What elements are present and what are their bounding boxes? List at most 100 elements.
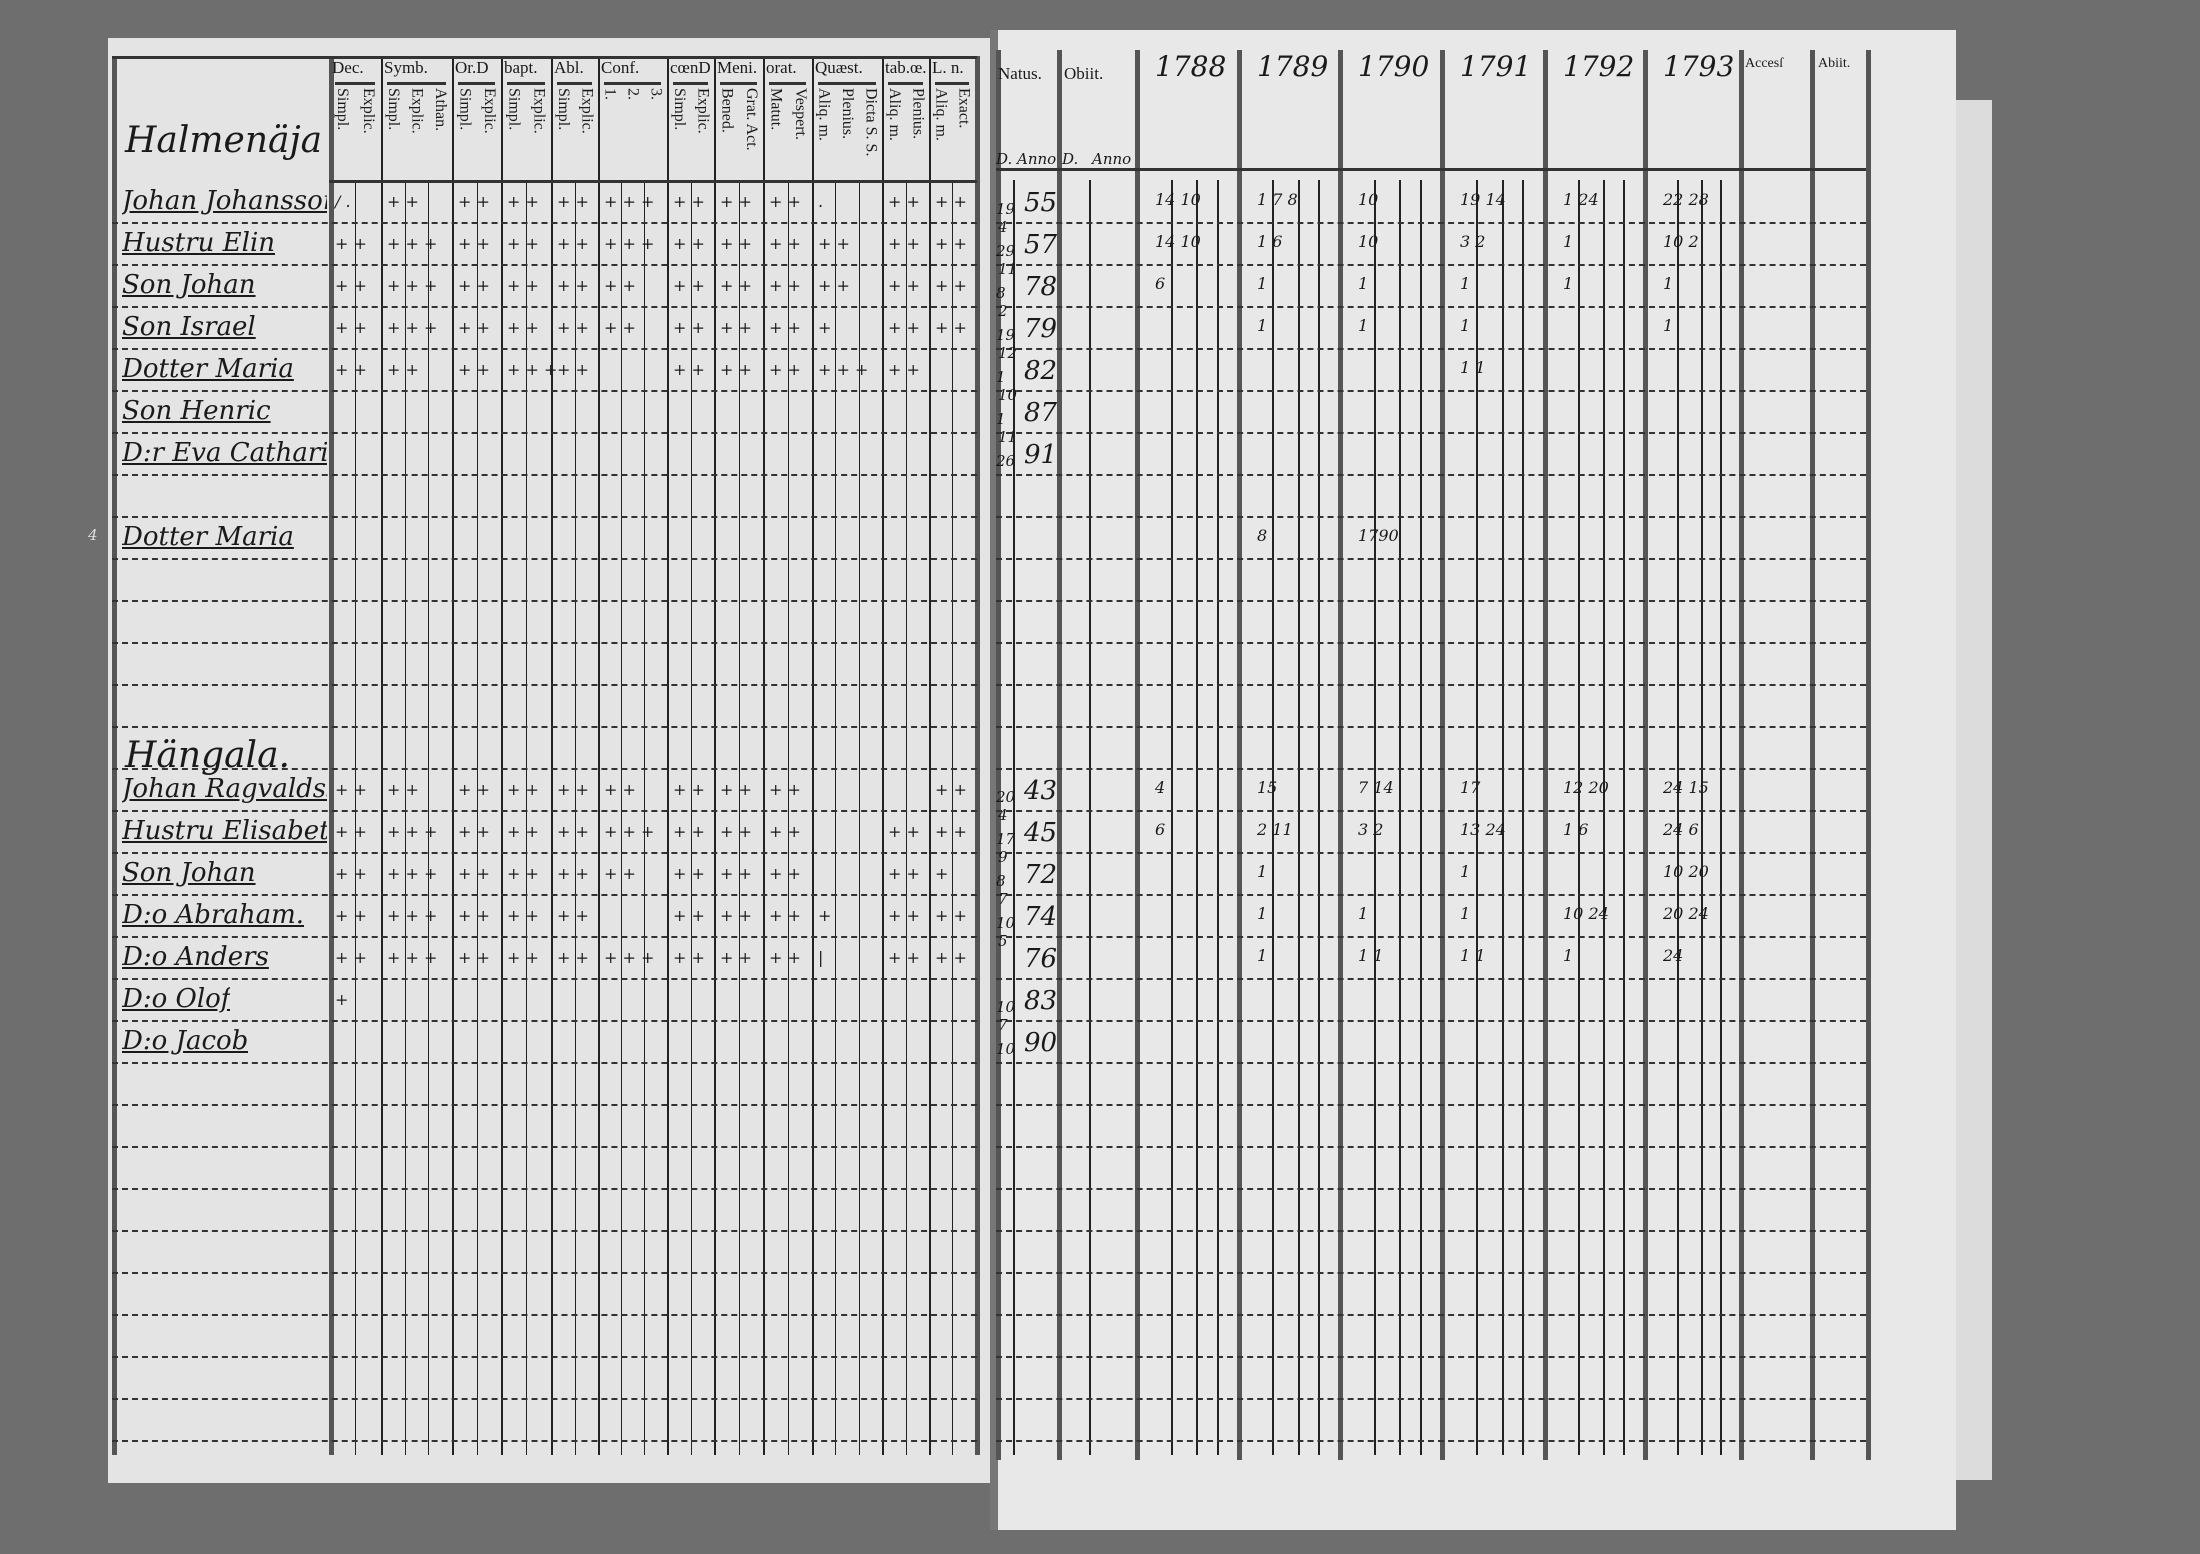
exam-mark: + + [888,192,920,211]
column-subheader: Explic. [530,88,548,134]
exam-mark: + + [335,780,367,799]
column-divider [882,56,884,1455]
column-divider [598,56,600,1455]
column-subheader: Explic. [694,88,712,134]
birth-year: 57 [1024,230,1058,260]
column-divider [452,56,454,1455]
birth-year: 43 [1024,776,1058,806]
year-note: 24 6 [1663,820,1699,839]
exam-mark: + + [458,360,490,379]
birth-day: 26 [996,452,1016,470]
row-line [112,1440,977,1442]
person-name: Son Johan [122,858,256,888]
exam-mark: + + [818,276,850,295]
left-border [112,56,117,1455]
exam-mark: + + [720,276,752,295]
exam-mark: + + [720,234,752,253]
subcolumn-divider [1297,180,1300,1455]
column-divider [1338,50,1343,1460]
exam-mark: + + [557,360,589,379]
column-subheader: Explic. [578,88,596,134]
birth-year: 76 [1024,944,1058,974]
exam-mark: + + [720,948,752,967]
column-divider [996,50,1001,1460]
exam-mark: + + [557,948,589,967]
exam-mark: + + [935,276,967,295]
header-rule [769,82,806,85]
margin-note: 4 [88,526,98,544]
row-line [112,726,977,728]
exam-mark: + + [335,318,367,337]
exam-mark: + + [458,906,490,925]
header-bottom-rule [996,168,1866,171]
year-header: 1790 [1358,50,1430,83]
row-line [112,1356,977,1358]
year-note: 10 [1358,232,1379,251]
exam-mark: + + [458,948,490,967]
row-line [112,222,977,224]
exam-mark: + + [557,780,589,799]
row-line [112,600,977,602]
birth-day: 20 [996,788,1016,806]
row-line [996,390,1866,392]
year-note: 14 10 [1155,232,1201,251]
exam-mark: + + [769,360,801,379]
exam-mark: + + [458,780,490,799]
row-line [996,516,1866,518]
year-note: 1 [1563,274,1574,293]
subcolumn-divider [1013,180,1015,1455]
birth-day: 19 [996,200,1016,218]
subcolumn-divider [1719,180,1722,1455]
header-rule [818,82,876,85]
year-note: 1 [1663,274,1674,293]
subcolumn-divider [1399,180,1402,1455]
year-note: 1 [1563,946,1574,965]
exam-mark: + + [888,822,920,841]
exam-mark: + + + [387,948,438,967]
birth-month: 5 [998,932,1008,950]
row-line [112,348,977,350]
exam-mark: + + [888,864,920,883]
exam-mark: + [818,318,832,337]
column-subheader: Simpl. [670,88,688,131]
subcolumn-divider [428,180,430,1455]
person-name: Dotter Maria [122,522,294,552]
row-line [996,348,1866,350]
row-line [112,1020,977,1022]
exam-mark: + + [507,192,539,211]
exam-mark: + + [673,360,705,379]
subcolumn-divider [835,180,837,1455]
exam-mark: + + + [387,276,438,295]
exam-mark: + + [935,822,967,841]
column-subheader: Simpl. [334,88,351,131]
column-header: tab.œ. [885,58,927,77]
exam-mark: + + [604,780,636,799]
subcolumn-divider [1272,180,1275,1455]
column-header: Symb. [384,58,428,77]
year-note: 13 24 [1460,820,1506,839]
section-title: Hängala. [125,735,290,776]
birth-month: 9 [998,848,1008,866]
row-line [996,1020,1866,1022]
year-note: 1 [1358,316,1369,335]
row-line [112,852,977,854]
column-subheader: Explic. [480,88,498,134]
exam-mark: + + [720,318,752,337]
year-note: 1 6 [1257,232,1283,251]
row-line [996,306,1866,308]
row-line [996,726,1866,728]
row-line [112,810,977,812]
exam-mark: + + [769,906,801,925]
column-subheader: Aliq. m. [932,88,950,141]
year-note: 12 20 [1563,778,1609,797]
exam-mark: + [335,990,349,1009]
exam-mark: + + [888,360,920,379]
exam-mark: + + [557,234,589,253]
year-header: 1791 [1460,50,1532,83]
exam-mark: + + [769,864,801,883]
natus-day-header: D. [996,150,1013,168]
row-line [996,684,1866,686]
row-line [112,1272,977,1274]
person-name: Johan Johansson [122,186,327,216]
header-rule [557,82,592,85]
